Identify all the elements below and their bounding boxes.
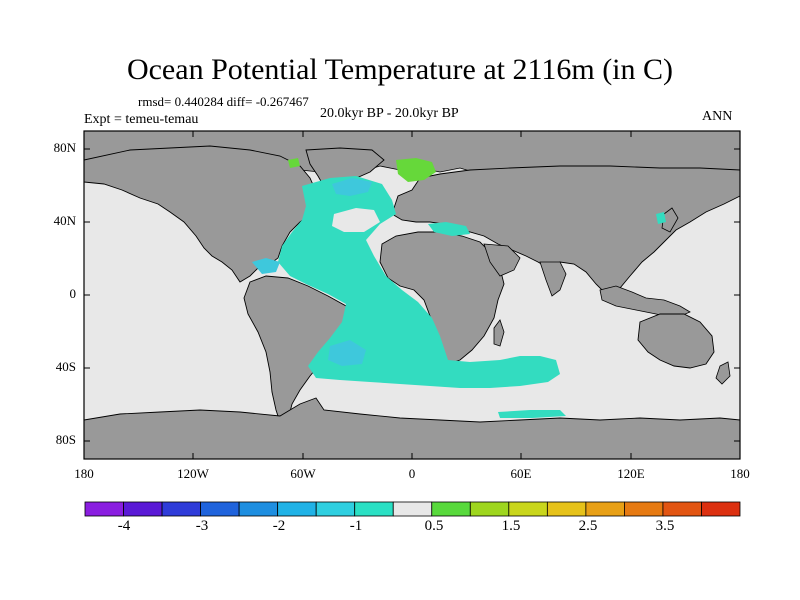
y-tick-80n: 80N (53, 140, 76, 155)
experiment-label: Expt = temeu-temau (84, 112, 199, 127)
south-america-land (243, 275, 353, 429)
colorbar-bin-15 (624, 501, 664, 517)
eurasia-land (391, 165, 740, 297)
colorbar-bin-6 (277, 501, 317, 517)
colorbar-bin-1 (84, 501, 124, 517)
colorbar-label-4: -1 (349, 518, 363, 534)
atlantic-cool-patch-north (332, 178, 372, 196)
colorbar-bin-10 (431, 501, 471, 517)
colorbar-label-2: -3 (195, 518, 209, 534)
japan-land (661, 207, 679, 233)
x-tick-60w: 60W (290, 466, 316, 481)
colorbar-bin-16 (662, 501, 702, 517)
colorbar-bin-4 (200, 501, 240, 517)
x-tick-marks (83, 131, 741, 459)
x-tick-180e: 180 (730, 466, 750, 481)
season-label: ANN (702, 109, 733, 124)
new-zealand-land (715, 361, 731, 385)
colorbar-bin-9 (392, 501, 433, 517)
y-tick-0: 0 (69, 286, 77, 301)
x-tick-120e: 120E (617, 466, 645, 481)
colorbar-label-1: -4 (117, 518, 131, 534)
map-title: Ocean Potential Temperature at 2116m (in… (126, 53, 674, 86)
colorbar-label-6: 1.5 (501, 518, 521, 534)
colorbar-bin-17 (701, 501, 741, 517)
antarctica-land (84, 397, 740, 459)
y-tick-40s: 40S (55, 359, 76, 374)
colorbar-bin-2 (123, 501, 163, 517)
caribbean-anomaly (252, 258, 280, 274)
mediterranean-anomaly (428, 222, 470, 236)
y-tick-80s: 80S (55, 432, 76, 447)
indonesia-land (599, 285, 691, 319)
stats-readout: rmsd= 0.440284 diff= -0.267467 (138, 94, 309, 109)
south-asia-land (483, 243, 567, 297)
period-label: 20.0kyr BP - 20.0kyr BP (320, 106, 459, 121)
y-tick-40n: 40N (53, 213, 76, 228)
southern-ocean-streak (498, 410, 566, 418)
madagascar-land (493, 319, 505, 347)
x-tick-120w: 120W (177, 466, 209, 481)
arctic-warm-dot (288, 158, 300, 168)
sea-of-japan-anomaly (656, 212, 666, 224)
colorbar-bin-13 (546, 501, 587, 517)
colorbar-bin-3 (161, 501, 201, 517)
colorbar-label-5: 0.5 (424, 518, 444, 534)
x-tick-60e: 60E (510, 466, 532, 481)
colorbar-bin-11 (469, 501, 510, 517)
y-tick-marks (84, 148, 740, 442)
nordic-warm-patch (396, 158, 436, 182)
colorbar-label-7: 2.5 (578, 518, 598, 534)
colorbar-bin-8 (354, 501, 394, 517)
colorbar-label-8: 3.5 (655, 518, 675, 534)
x-tick-0: 0 (408, 466, 416, 481)
colorbar-bin-12 (508, 501, 548, 517)
colorbar-bin-5 (238, 501, 279, 517)
australia-land (637, 313, 715, 369)
colorbar-bin-14 (585, 501, 625, 517)
atlantic-cool-patch-south (328, 340, 366, 366)
colorbar-bin-7 (315, 501, 356, 517)
colorbar-label-3: -2 (272, 518, 286, 534)
x-tick-180w: 180 (74, 466, 94, 481)
africa-land (379, 231, 505, 365)
north-atlantic-neutral (332, 208, 380, 232)
